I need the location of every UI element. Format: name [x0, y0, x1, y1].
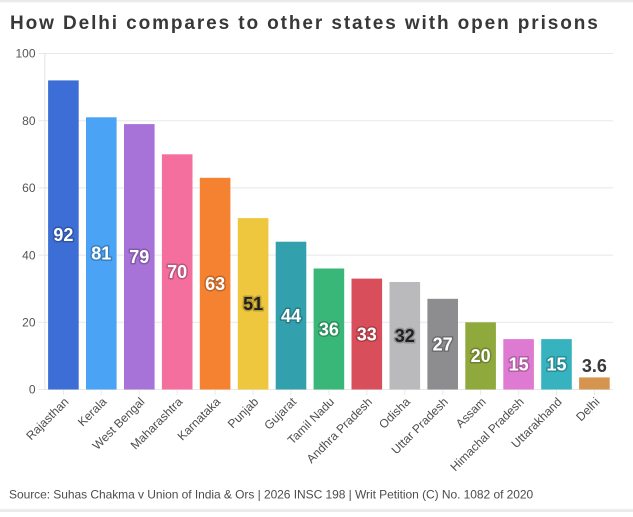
svg-text:44: 44 [281, 306, 301, 326]
svg-text:63: 63 [205, 274, 225, 294]
svg-text:79: 79 [129, 247, 149, 267]
svg-text:32: 32 [395, 326, 415, 346]
svg-text:60: 60 [22, 181, 36, 195]
svg-text:15: 15 [546, 355, 566, 375]
svg-text:33: 33 [357, 324, 377, 344]
svg-text:15: 15 [509, 355, 529, 375]
svg-text:Source: Suhas Chakma v Union o: Source: Suhas Chakma v Union of India & … [9, 488, 534, 502]
svg-text:51: 51 [243, 294, 263, 314]
svg-text:100: 100 [15, 47, 35, 61]
svg-text:3.6: 3.6 [582, 356, 607, 376]
svg-text:20: 20 [22, 316, 36, 330]
svg-text:20: 20 [471, 346, 491, 366]
svg-text:36: 36 [319, 319, 339, 339]
svg-text:80: 80 [22, 114, 36, 128]
svg-text:81: 81 [91, 244, 111, 264]
svg-text:27: 27 [433, 334, 453, 354]
svg-text:How Delhi compares to other st: How Delhi compares to other states with … [10, 13, 600, 34]
svg-text:40: 40 [22, 248, 36, 262]
svg-text:70: 70 [167, 262, 187, 282]
svg-text:0: 0 [29, 383, 36, 397]
svg-text:92: 92 [53, 225, 73, 245]
